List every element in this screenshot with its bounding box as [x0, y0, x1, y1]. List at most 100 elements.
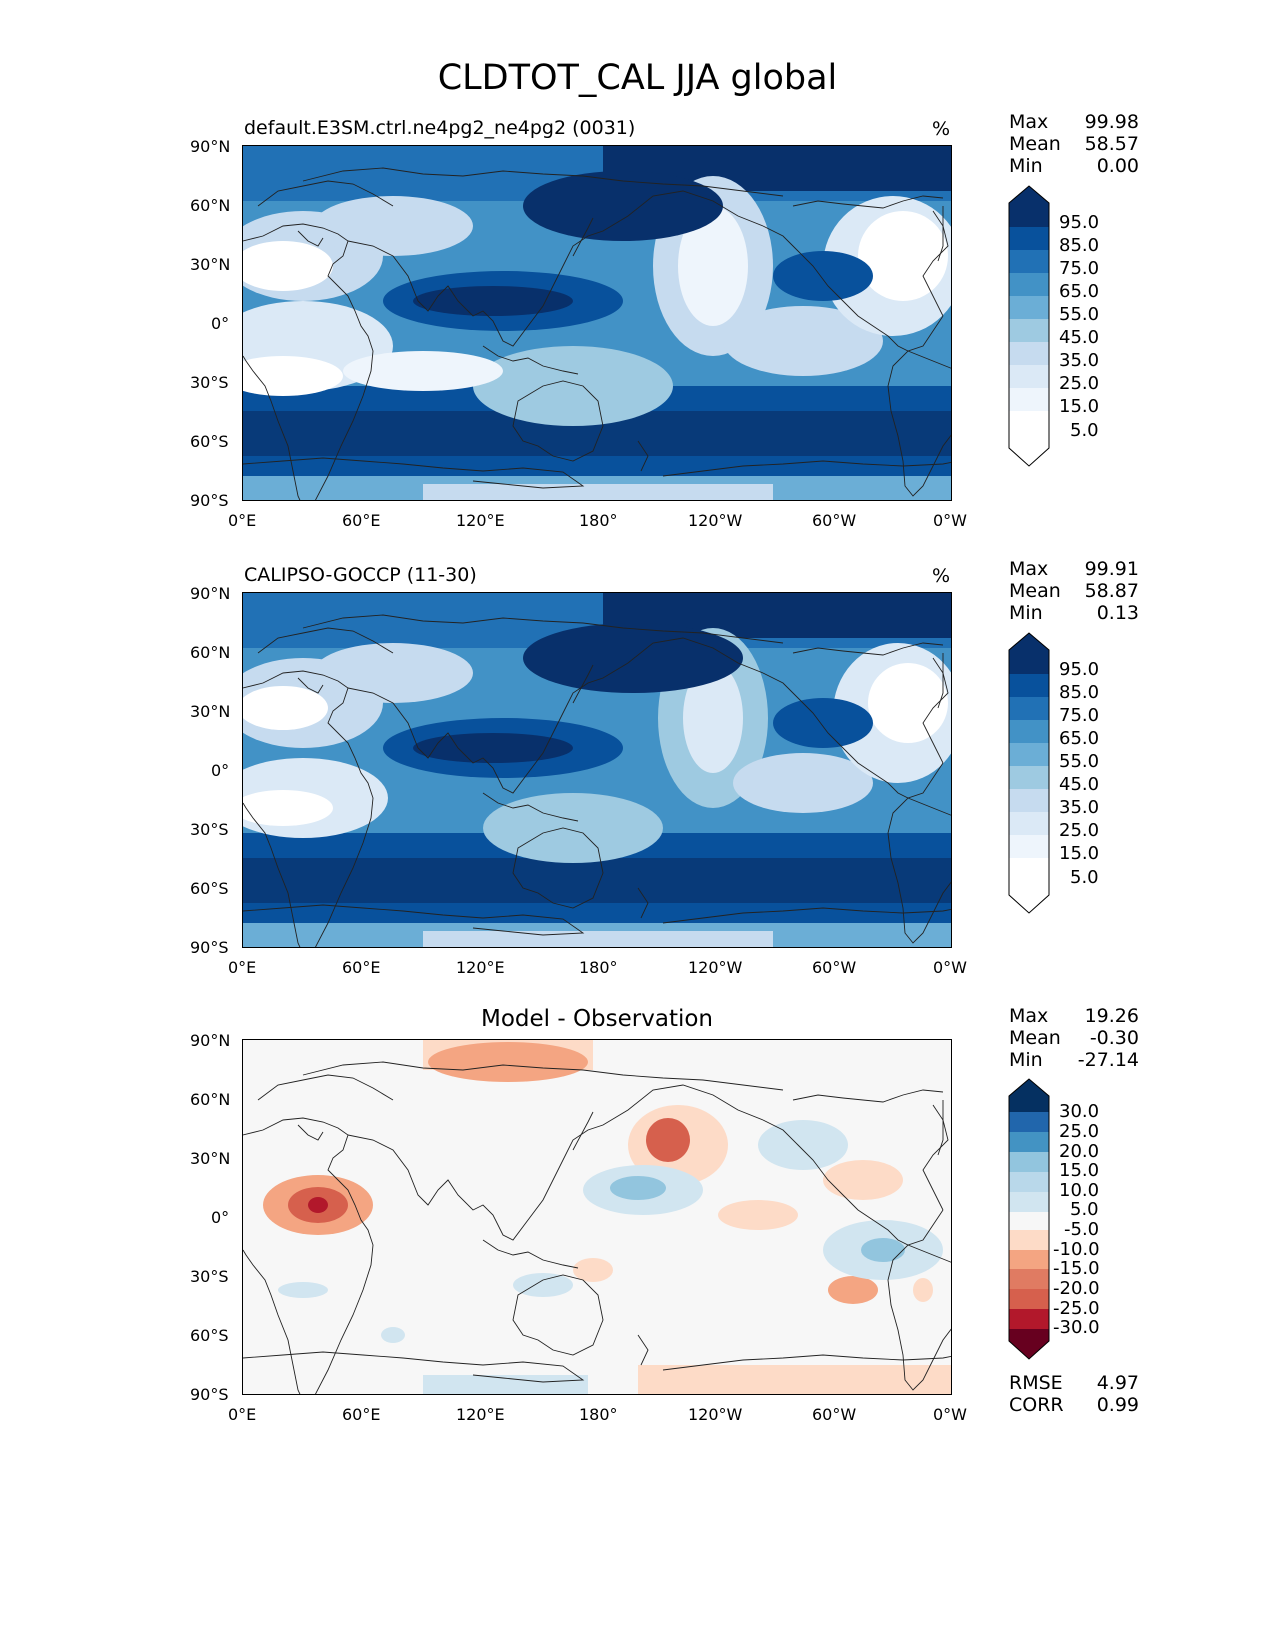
p3-lat-tick-5: 60°S: [190, 1326, 229, 1345]
stat-min: Min 0.13: [1009, 602, 1139, 624]
p2-lat-tick-5: 60°S: [190, 879, 229, 898]
p3-lon-tick-5: 60°W: [812, 1405, 857, 1424]
cbar2-lbl-6: 35.0: [1059, 797, 1100, 818]
p2-lat-tick-6: 90°S: [190, 938, 229, 957]
p1-lat-tick-2: 30°N: [190, 255, 231, 274]
panel-1-colorbar: [1008, 185, 1050, 467]
p1-lon-tick-3: 180°: [579, 511, 618, 530]
p2-lat-tick-3: 0°: [211, 761, 230, 780]
panel-3-metrics: RMSE 4.97 CORR 0.99: [1009, 1372, 1139, 1416]
cbar1-lbl-5: 45.0: [1059, 327, 1100, 348]
p1-lat-tick-4: 30°S: [190, 373, 229, 392]
panel-3-stats: Max 19.26 Mean -0.30 Min -27.14: [1009, 1005, 1139, 1071]
cbar2-lbl-7: 25.0: [1059, 820, 1100, 841]
p2-lon-tick-1: 60°E: [342, 958, 381, 977]
p2-lat-tick-2: 30°N: [190, 702, 231, 721]
metric-corr: CORR 0.99: [1009, 1394, 1139, 1416]
panel-3-title: Model - Observation: [480, 1006, 714, 1032]
p2-lon-tick-5: 60°W: [812, 958, 857, 977]
cbar3-lbl-1: 25.0: [1059, 1121, 1100, 1142]
p2-lon-tick-3: 180°: [579, 958, 618, 977]
p3-lon-tick-6: 0°W: [933, 1405, 967, 1424]
p3-lon-tick-2: 120°E: [456, 1405, 505, 1424]
stat-mean: Mean 58.87: [1009, 580, 1139, 602]
cbar1-lbl-2: 75.0: [1059, 258, 1100, 279]
cbar1-lbl-6: 35.0: [1059, 350, 1100, 371]
p3-lat-tick-0: 90°N: [190, 1031, 231, 1050]
p1-lon-tick-1: 60°E: [342, 511, 381, 530]
cbar3-lbl-0: 30.0: [1059, 1101, 1100, 1122]
panel-2-map: [242, 592, 952, 948]
stat-max: Max 99.98: [1009, 111, 1139, 133]
cbar3-lbl-11: -30.0: [1053, 1317, 1100, 1338]
p3-lat-tick-1: 60°N: [190, 1090, 231, 1109]
panel-1-map: [242, 145, 952, 501]
p3-lat-tick-6: 90°S: [190, 1385, 229, 1404]
cbar3-lbl-7: -10.0: [1053, 1239, 1100, 1260]
stat-mean: Mean -0.30: [1009, 1027, 1139, 1049]
cbar3-lbl-4: 10.0: [1059, 1180, 1100, 1201]
p1-lon-tick-6: 0°W: [933, 511, 967, 530]
panel-3-map: [242, 1039, 952, 1395]
cbar2-lbl-8: 15.0: [1059, 843, 1100, 864]
p3-lon-tick-3: 180°: [579, 1405, 618, 1424]
p3-lat-tick-4: 30°S: [190, 1267, 229, 1286]
p1-lon-tick-0: 0°E: [228, 511, 257, 530]
p1-lat-tick-5: 60°S: [190, 432, 229, 451]
p3-lon-tick-4: 120°W: [688, 1405, 743, 1424]
p2-lat-tick-0: 90°N: [190, 584, 231, 603]
p3-lon-tick-1: 60°E: [342, 1405, 381, 1424]
stat-min: Min -27.14: [1009, 1049, 1139, 1071]
cbar3-lbl-6: -5.0: [1064, 1219, 1100, 1240]
cbar2-lbl-5: 45.0: [1059, 774, 1100, 795]
p2-lat-tick-1: 60°N: [190, 643, 231, 662]
p1-lon-tick-5: 60°W: [812, 511, 857, 530]
panel-2-title: CALIPSO-GOCCP (11-30): [244, 564, 477, 586]
metric-rmse: RMSE 4.97: [1009, 1372, 1139, 1394]
cbar1-lbl-3: 65.0: [1059, 281, 1100, 302]
panel-2-colorbar: [1008, 632, 1050, 914]
cbar2-lbl-3: 65.0: [1059, 728, 1100, 749]
cbar3-lbl-3: 15.0: [1059, 1160, 1100, 1181]
figure-title: CLDTOT_CAL JJA global: [437, 58, 838, 98]
cbar1-lbl-0: 95.0: [1059, 212, 1100, 233]
p1-lat-tick-1: 60°N: [190, 196, 231, 215]
p1-lon-tick-2: 120°E: [456, 511, 505, 530]
p2-lon-tick-4: 120°W: [688, 958, 743, 977]
p3-lat-tick-3: 0°: [211, 1208, 230, 1227]
panel-1-units: %: [932, 118, 951, 140]
cbar3-lbl-5: 5.0: [1070, 1199, 1099, 1220]
cbar1-lbl-4: 55.0: [1059, 304, 1100, 325]
p2-lat-tick-4: 30°S: [190, 820, 229, 839]
p3-lon-tick-0: 0°E: [228, 1405, 257, 1424]
p2-lon-tick-0: 0°E: [228, 958, 257, 977]
stat-max: Max 99.91: [1009, 558, 1139, 580]
cbar1-lbl-9: 5.0: [1070, 420, 1099, 441]
p2-lon-tick-2: 120°E: [456, 958, 505, 977]
cbar1-lbl-8: 15.0: [1059, 396, 1100, 417]
cbar3-lbl-2: 20.0: [1059, 1141, 1100, 1162]
p1-lat-tick-3: 0°: [211, 314, 230, 333]
stat-mean: Mean 58.57: [1009, 133, 1139, 155]
panel-3-colorbar: [1008, 1078, 1050, 1360]
cbar2-lbl-2: 75.0: [1059, 705, 1100, 726]
stat-max: Max 19.26: [1009, 1005, 1139, 1027]
panel-1-title: default.E3SM.ctrl.ne4pg2_ne4pg2 (0031): [244, 117, 636, 139]
cbar1-lbl-1: 85.0: [1059, 235, 1100, 256]
p1-lon-tick-4: 120°W: [688, 511, 743, 530]
cbar3-lbl-9: -20.0: [1053, 1278, 1100, 1299]
cbar2-lbl-0: 95.0: [1059, 659, 1100, 680]
cbar2-lbl-9: 5.0: [1070, 867, 1099, 888]
cbar2-lbl-1: 85.0: [1059, 682, 1100, 703]
cbar1-lbl-7: 25.0: [1059, 373, 1100, 394]
p1-lat-tick-0: 90°N: [190, 137, 231, 156]
p2-lon-tick-6: 0°W: [933, 958, 967, 977]
cbar3-lbl-8: -15.0: [1053, 1258, 1100, 1279]
panel-1-stats: Max 99.98 Mean 58.57 Min 0.00: [1009, 111, 1139, 177]
p1-lat-tick-6: 90°S: [190, 491, 229, 510]
cbar3-lbl-10: -25.0: [1053, 1298, 1100, 1319]
cbar2-lbl-4: 55.0: [1059, 751, 1100, 772]
panel-2-units: %: [932, 565, 951, 587]
p3-lat-tick-2: 30°N: [190, 1149, 231, 1168]
stat-min: Min 0.00: [1009, 155, 1139, 177]
